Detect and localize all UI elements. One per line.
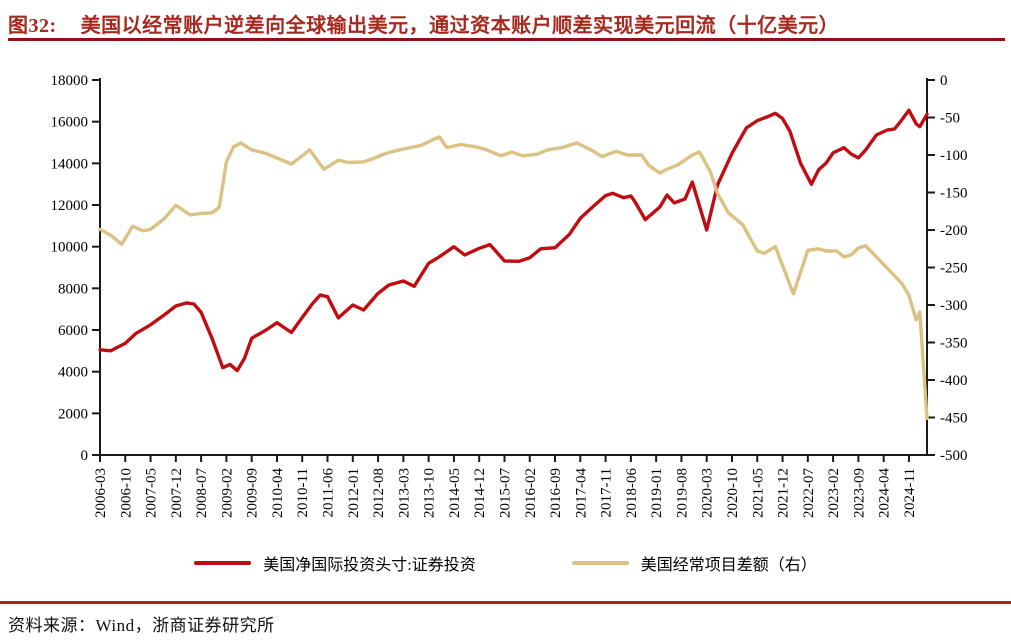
x-tick-label: 2014-12 [472, 468, 488, 518]
x-tick-label: 2011-06 [321, 468, 337, 518]
x-tick-label: 2020-10 [725, 468, 741, 518]
y-left-tick-label: 0 [81, 448, 89, 464]
y-axis-left-ticks: 18000 16000 14000 12000 10000 8000 6000 4000 200… [51, 73, 100, 464]
x-tick-label: 2008-07 [194, 468, 210, 518]
page-title: 美国以经常账户逆差向全球输出美元，通过资本账户顺差实现美元回流（十亿美元） [80, 15, 840, 37]
chart-title-row: 图32: 美国以经常账户逆差向全球输出美元，通过资本账户顺差实现美元回流（十亿美元… [8, 9, 1003, 38]
y-right-tick-label: -300 [940, 298, 968, 314]
x-tick-label: 2016-02 [523, 468, 539, 518]
x-tick-label: 2020-03 [700, 468, 716, 518]
x-tick-label: 2022-07 [801, 468, 817, 518]
x-tick-label: 2012-01 [346, 468, 362, 518]
y-left-tick-label: 18000 [51, 73, 89, 89]
y-left-tick-label: 8000 [58, 281, 88, 297]
y-left-tick-label: 10000 [51, 240, 89, 256]
series-line-niip-securities [98, 108, 929, 373]
legend-swatch [194, 561, 252, 565]
x-tick-label: 2023-09 [851, 468, 867, 518]
x-tick-label: 2016-09 [548, 468, 564, 518]
x-tick-label: 2023-02 [826, 468, 842, 518]
y-right-tick-label: -50 [940, 111, 960, 127]
x-tick-label: 2014-05 [447, 468, 463, 518]
x-tick-label: 2006-10 [118, 468, 134, 518]
y-right-tick-label: -450 [940, 411, 968, 427]
series-line-current-account [98, 135, 929, 420]
y-right-tick-label: -100 [940, 148, 968, 164]
y-right-tick-label: -150 [940, 186, 968, 202]
x-tick-label: 2018-06 [624, 468, 640, 518]
x-tick-label: 2009-09 [245, 468, 261, 518]
x-tick-label: 2013-03 [396, 468, 412, 518]
x-axis-ticks: 2006-03 2006-10 2007-05 2007-12 2008-07 2009-… [93, 455, 918, 518]
y-right-tick-label: -500 [940, 448, 968, 464]
x-tick-label: 2009-02 [219, 468, 235, 518]
y-left-tick-label: 6000 [58, 323, 88, 339]
x-tick-label: 2015-07 [497, 468, 513, 518]
y-right-tick-label: -200 [940, 223, 968, 239]
y-right-tick-label: -350 [940, 336, 968, 352]
x-tick-label: 2017-11 [599, 468, 615, 517]
legend-swatch [571, 561, 629, 565]
chart-legend: 美国净国际投资头寸:证券投资 美国经常项目差额（右） [0, 551, 1011, 575]
figure-label: 图32: [8, 15, 57, 37]
x-tick-label: 2019-01 [649, 468, 665, 518]
x-tick-label: 2024-11 [902, 468, 918, 517]
y-left-tick-label: 4000 [58, 365, 88, 381]
legend-label: 美国经常项目差额（右） [640, 557, 817, 574]
legend-item: 美国经常项目差额（右） [571, 551, 817, 575]
x-tick-label: 2006-03 [93, 468, 109, 518]
x-tick-label: 2012-08 [371, 468, 387, 518]
legend-item: 美国净国际投资头寸:证券投资 [194, 551, 476, 575]
y-left-tick-label: 16000 [51, 115, 89, 131]
x-tick-label: 2019-08 [674, 468, 690, 518]
x-tick-label: 2021-05 [750, 468, 766, 518]
x-tick-label: 2010-04 [270, 468, 286, 518]
footer-divider [0, 601, 1011, 604]
y-right-tick-label: -400 [940, 373, 968, 389]
x-tick-label: 2017-04 [573, 468, 589, 518]
legend-label: 美国净国际投资头寸:证券投资 [263, 557, 476, 574]
y-right-tick-label: 0 [940, 73, 948, 89]
x-tick-label: 2021-12 [776, 468, 792, 518]
x-tick-label: 2007-05 [144, 468, 160, 518]
y-left-tick-label: 14000 [51, 156, 89, 172]
title-divider [8, 38, 1005, 41]
y-left-tick-label: 12000 [51, 198, 89, 214]
y-left-tick-label: 2000 [58, 406, 88, 422]
x-tick-label: 2013-10 [422, 468, 438, 518]
chart-canvas: 18000 16000 14000 12000 10000 8000 6000 4000 200… [51, 73, 968, 518]
source-note: 资料来源：Wind，浙商证券研究所 [8, 616, 275, 635]
x-tick-label: 2007-12 [169, 468, 185, 518]
x-tick-label: 2024-04 [877, 468, 893, 518]
x-tick-label: 2010-11 [295, 468, 311, 517]
y-right-tick-label: -250 [940, 261, 968, 277]
y-axis-right-ticks: 0 -50 -100 -150 -200 -250 -300 -350 -400 -450 -500 [927, 73, 968, 464]
